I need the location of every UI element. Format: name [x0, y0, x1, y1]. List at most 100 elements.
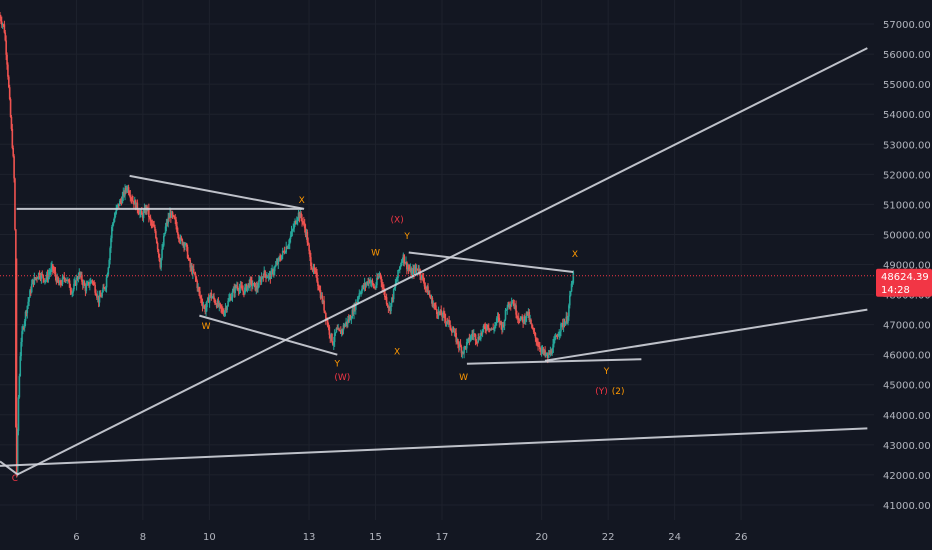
candle-body	[326, 319, 329, 326]
candle-body	[133, 200, 135, 205]
candle-body	[122, 191, 125, 197]
candle-body	[322, 300, 324, 303]
candle-body	[215, 304, 218, 308]
candle-body	[292, 228, 295, 230]
candle-body	[507, 302, 509, 308]
candle-body	[570, 283, 573, 292]
candle-body	[112, 221, 115, 224]
candle-body	[460, 346, 463, 354]
candle-body	[333, 333, 336, 342]
candle-body	[365, 283, 368, 286]
candle-body	[302, 221, 304, 223]
candle-body	[50, 267, 52, 272]
candle-body	[94, 284, 96, 293]
candle-body	[163, 235, 165, 246]
wave-label: (2)	[612, 387, 625, 397]
candle-body	[532, 329, 535, 332]
x-tick-label: 15	[369, 532, 382, 543]
candle-body	[214, 303, 217, 305]
candle-body	[480, 333, 482, 340]
candle-body	[568, 295, 571, 306]
candle-body	[569, 291, 572, 296]
candle-body	[181, 239, 184, 245]
candle-body	[281, 250, 284, 256]
candle-body	[284, 252, 287, 254]
candle-body	[51, 264, 53, 268]
candle-body	[552, 344, 554, 353]
candle-body	[65, 279, 67, 281]
candle-body	[234, 285, 236, 294]
candle-body	[134, 200, 137, 209]
candle-body	[470, 335, 472, 339]
wave-label: X	[572, 250, 578, 260]
candle-body	[285, 246, 288, 253]
last-price-value: 48624.39	[881, 272, 929, 283]
candle-body	[5, 40, 7, 55]
candle-body	[44, 280, 46, 282]
candle-body	[571, 282, 574, 284]
candle-body	[130, 198, 133, 200]
candle-body	[187, 258, 190, 260]
candle-body	[453, 331, 456, 333]
candle-body	[384, 297, 387, 299]
trend-lines[interactable]	[0, 47, 868, 476]
candle-body	[336, 328, 339, 330]
candle-body	[52, 269, 55, 271]
candle-body	[30, 290, 32, 293]
candle-body	[258, 280, 260, 288]
candle-body	[492, 328, 494, 330]
candle-body	[303, 222, 306, 229]
candle-body	[442, 312, 444, 317]
x-tick-label: 13	[303, 532, 316, 543]
candle-body	[378, 274, 381, 276]
candle-body	[183, 243, 185, 247]
candle-body	[72, 289, 74, 293]
candle-body	[149, 217, 152, 222]
candle-body	[30, 284, 33, 293]
candle-body	[485, 329, 487, 331]
candle-body	[297, 212, 300, 219]
candle-body	[203, 306, 206, 308]
candle-body	[550, 350, 553, 354]
candle-body	[538, 346, 540, 348]
trend-line	[16, 47, 868, 476]
candle-body	[171, 212, 174, 216]
candle-body	[544, 350, 546, 355]
candle-body	[118, 203, 120, 206]
candle-body	[546, 354, 548, 356]
candle-body	[264, 270, 266, 275]
candle-body	[315, 271, 317, 273]
candle-body	[266, 277, 268, 279]
candle-body	[48, 273, 51, 275]
candle-body	[248, 283, 251, 288]
y-tick-label: 54000.00	[883, 110, 931, 121]
candle-body	[126, 189, 128, 191]
candle-body	[385, 297, 388, 304]
candle-body	[64, 278, 66, 281]
candle-body	[438, 311, 441, 314]
candle-body	[153, 226, 155, 228]
candle-body	[309, 250, 311, 258]
candle-body	[465, 346, 467, 349]
price-axis[interactable]	[874, 0, 932, 520]
candle-body	[104, 287, 107, 290]
candle-body	[472, 334, 475, 336]
candle-body	[310, 257, 312, 267]
candle-body	[508, 302, 510, 306]
candle-body	[510, 302, 513, 306]
candle-body	[414, 267, 417, 270]
candle-body	[413, 268, 415, 275]
candle-body	[314, 270, 317, 272]
candle-body	[516, 314, 518, 318]
candle-body	[142, 211, 145, 219]
candle-body	[486, 324, 488, 330]
candle-body	[489, 328, 492, 330]
candle-body	[524, 318, 527, 322]
candle-body	[392, 289, 395, 300]
candle-body	[85, 285, 88, 292]
candle-body	[368, 280, 370, 285]
candle-body	[131, 198, 133, 201]
candle-body	[481, 329, 484, 334]
candle-body	[288, 238, 291, 245]
